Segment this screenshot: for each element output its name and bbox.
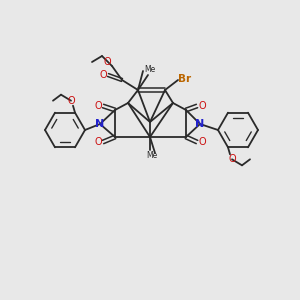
Text: Me: Me: [144, 65, 156, 74]
Text: O: O: [94, 137, 102, 147]
Text: O: O: [67, 96, 75, 106]
Text: O: O: [99, 70, 107, 80]
Text: N: N: [95, 119, 105, 129]
Text: N: N: [195, 119, 205, 129]
Text: O: O: [94, 101, 102, 111]
Text: O: O: [198, 101, 206, 111]
Text: O: O: [198, 137, 206, 147]
Text: Br: Br: [178, 74, 192, 84]
Text: O: O: [103, 57, 111, 67]
Text: O: O: [228, 154, 236, 164]
Text: Me: Me: [146, 152, 158, 160]
